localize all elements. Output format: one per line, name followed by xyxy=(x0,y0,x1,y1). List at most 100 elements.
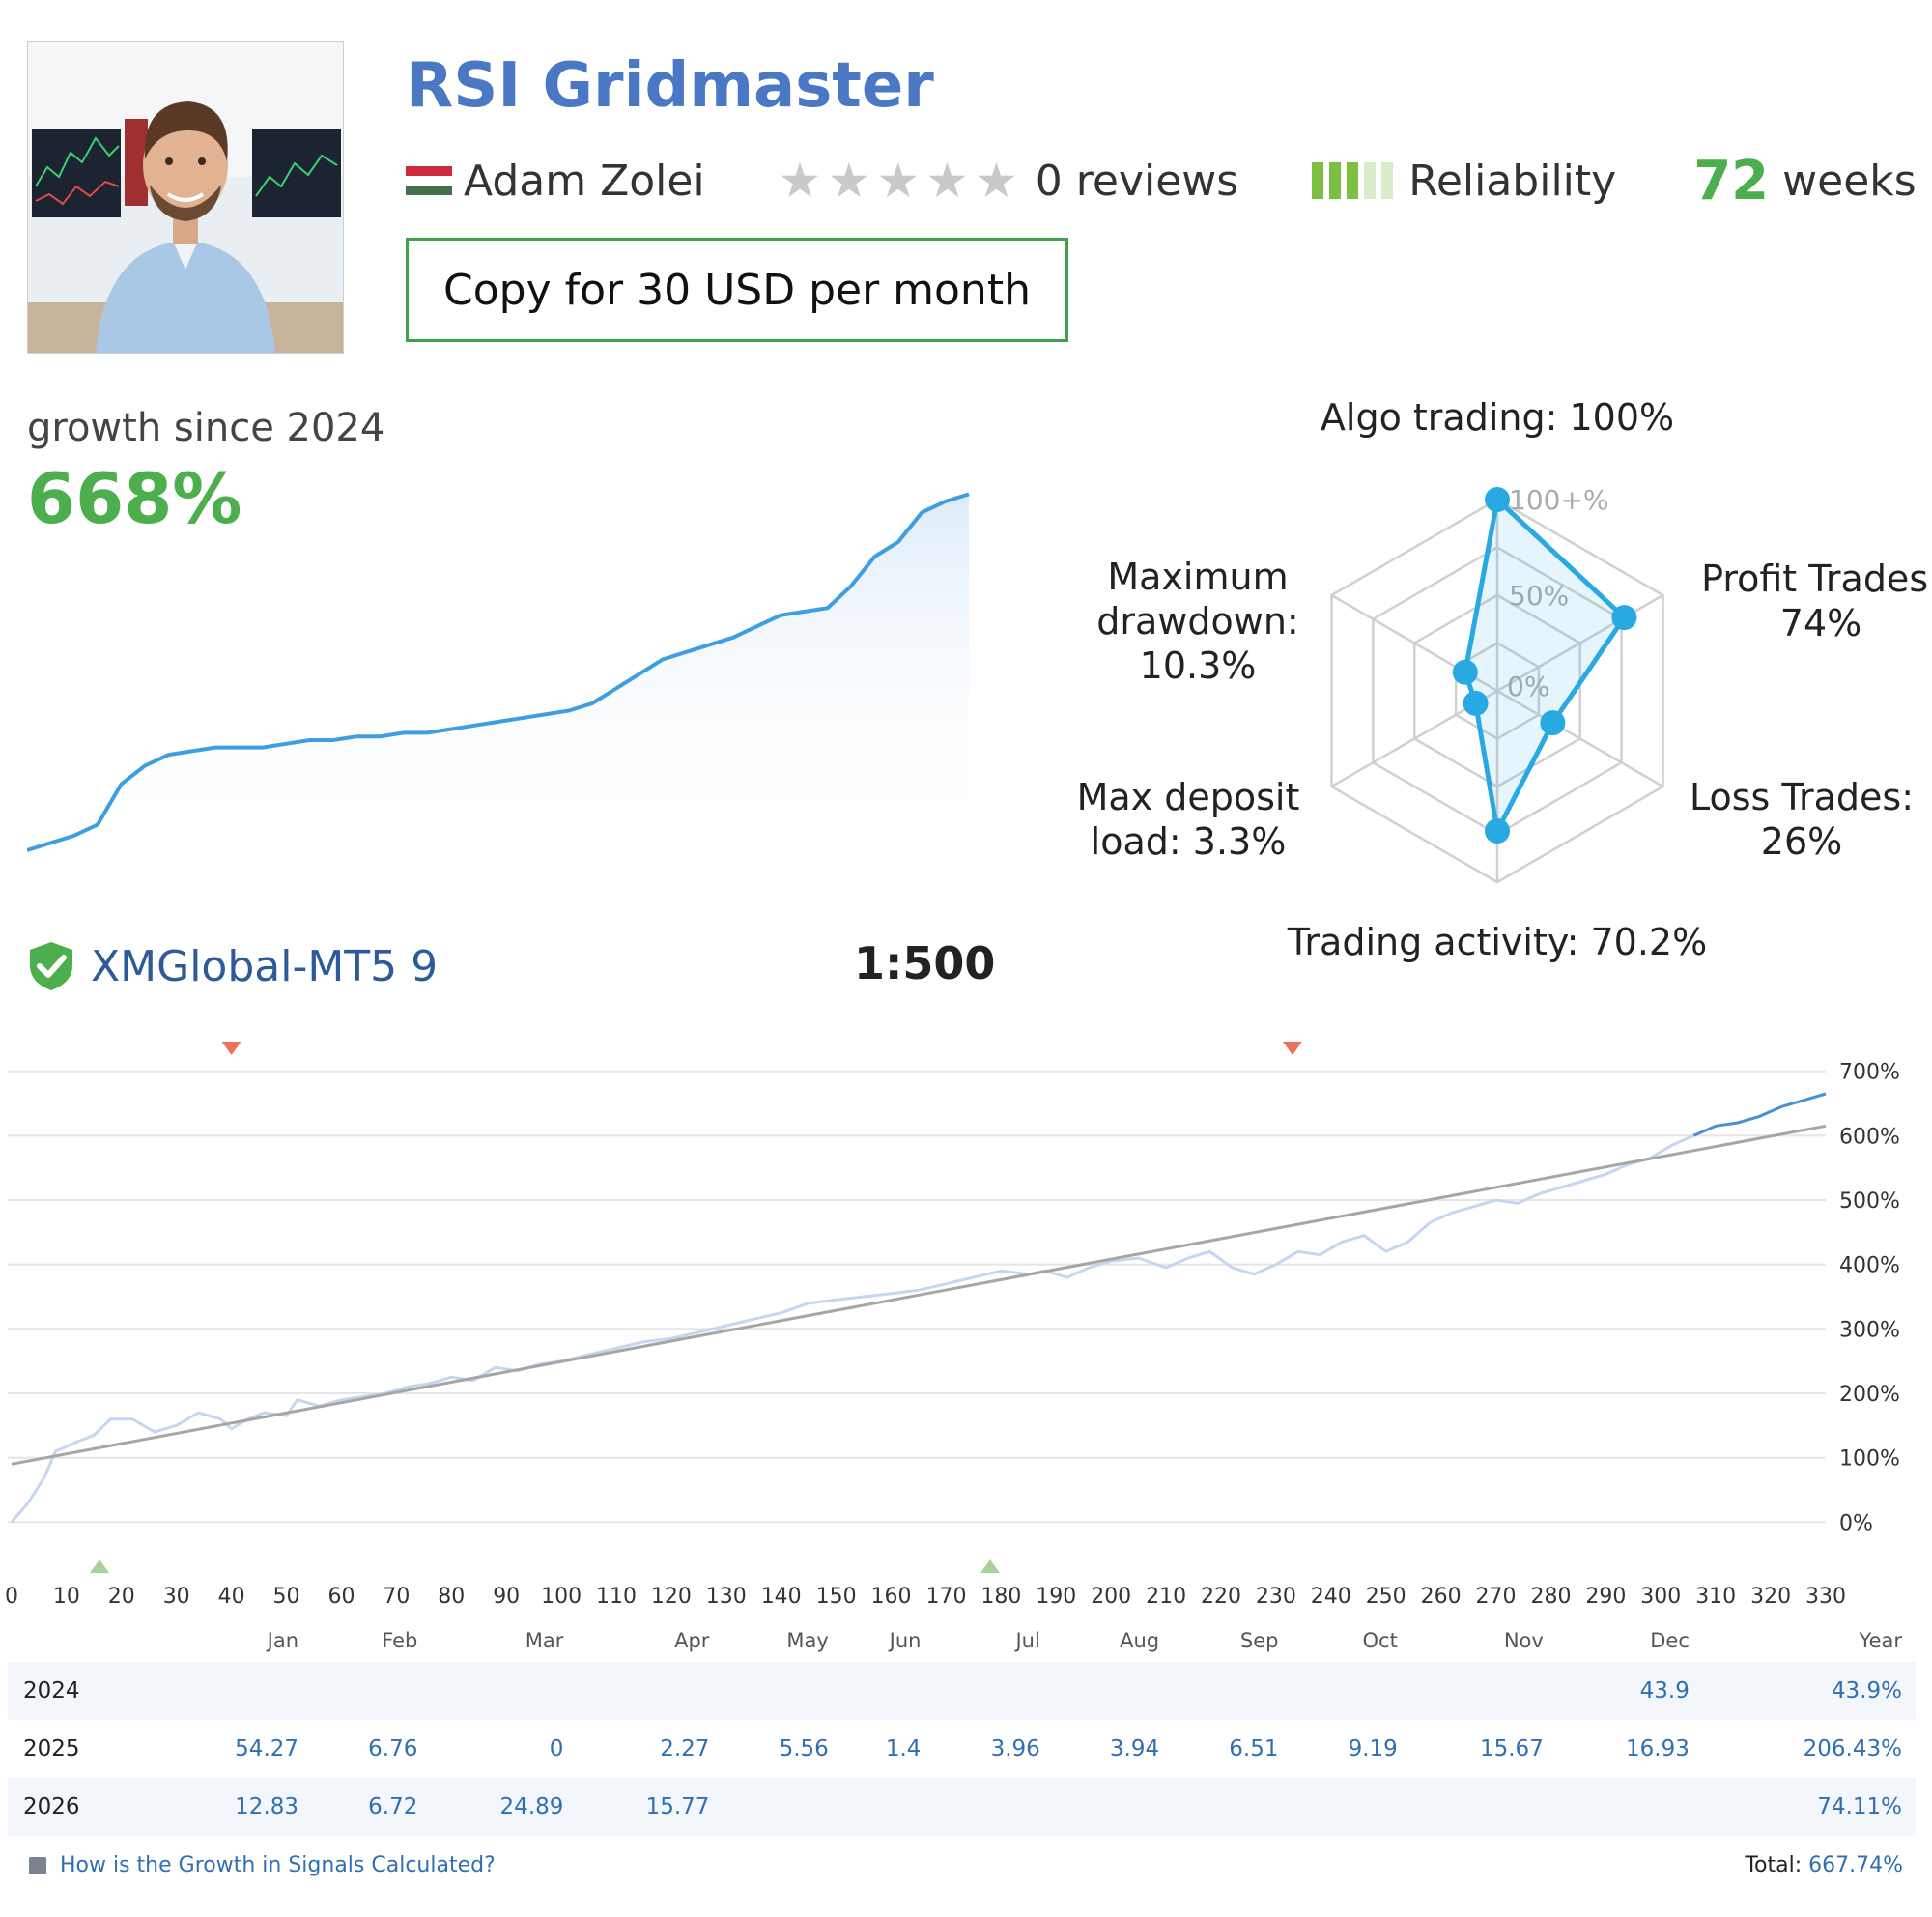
star-icon: ★ xyxy=(925,153,969,209)
table-cell-value: 6.51 xyxy=(1229,1736,1279,1761)
growth-line xyxy=(27,492,970,852)
x-tick-label: 0 xyxy=(5,1585,18,1606)
x-tick-label: 260 xyxy=(1421,1585,1462,1606)
x-tick-label: 70 xyxy=(383,1585,410,1606)
leverage-value: 1:500 xyxy=(854,937,996,989)
table-header-month: Apr xyxy=(674,1629,710,1652)
radar-spoke xyxy=(1496,593,1664,693)
table-row: 2026 12.83 6.72 24.89 15.77 74.11% xyxy=(8,1778,1916,1836)
reliability-bar xyxy=(1312,162,1324,199)
table-header-month: Feb xyxy=(382,1629,418,1652)
table-cell-value: 43.9% xyxy=(1702,1662,1916,1720)
y-tick-label: 300% xyxy=(1839,1318,1900,1342)
y-tick-label: 700% xyxy=(1839,1061,1900,1085)
x-tick-label: 210 xyxy=(1146,1585,1186,1606)
star-icon: ★ xyxy=(778,153,822,209)
table-cell-value xyxy=(841,1662,935,1720)
table-header-month: Jun xyxy=(889,1629,922,1652)
radar-axis-label: Maximum drawdown: 10.3% xyxy=(1096,556,1298,687)
table-header-month: Year xyxy=(1859,1629,1902,1652)
table-cell-value xyxy=(1173,1662,1293,1720)
table-cell-value xyxy=(1173,1778,1293,1836)
table-cell-value xyxy=(431,1662,578,1720)
table-cell-value xyxy=(166,1662,313,1720)
table-cell-value: 16.93 xyxy=(1626,1736,1690,1761)
y-tick-label: 200% xyxy=(1839,1383,1900,1407)
x-tick-label: 130 xyxy=(706,1585,747,1606)
growth-history-chart[interactable]: 0 10 20 30 40 50 60 70 80 90 100 110 120 130 140 150 160… xyxy=(0,1026,1932,1606)
x-tick-label: 170 xyxy=(926,1585,967,1606)
trend-line xyxy=(11,1124,1827,1466)
copy-subscribe-button[interactable]: Copy for 30 USD per month xyxy=(406,238,1068,342)
signal-title[interactable]: RSI Gridmaster xyxy=(406,50,934,122)
author-name[interactable]: Adam Zolei xyxy=(464,156,705,206)
table-cell-value: 3.94 xyxy=(1109,1736,1160,1761)
table-header-month: Jan xyxy=(267,1629,299,1652)
radar-axis-label: Algo trading: 100% xyxy=(1321,396,1674,439)
table-header-month: Sep xyxy=(1239,1629,1279,1652)
table-cell-value xyxy=(723,1778,842,1836)
reviews-link[interactable]: 0 reviews xyxy=(1035,156,1239,206)
table-cell-value: 1.4 xyxy=(885,1736,922,1761)
x-tick-label: 330 xyxy=(1805,1585,1846,1606)
monthly-returns-table: Jan Feb Mar Apr May Jun Jul Aug Sep Oct Nov Dec Year… xyxy=(8,1621,1916,1836)
x-tick-label: 200 xyxy=(1091,1585,1131,1606)
table-cell-value: 3.96 xyxy=(990,1736,1040,1761)
x-tick-label: 230 xyxy=(1256,1585,1296,1606)
growth-mini-chart xyxy=(27,492,970,852)
total-return: Total: 667.74% xyxy=(1745,1853,1903,1877)
table-cell-value: 2.27 xyxy=(660,1736,710,1761)
table-cell-year: 2025 xyxy=(23,1736,80,1761)
x-tick-label: 300 xyxy=(1640,1585,1681,1606)
table-header-month: Mar xyxy=(525,1629,564,1652)
radar-ring-label: 100+% xyxy=(1509,484,1609,516)
x-tick-label: 310 xyxy=(1695,1585,1736,1606)
radar-axis-label: Max deposit load: 3.3% xyxy=(1077,776,1300,863)
table-cell-value xyxy=(1292,1662,1411,1720)
table-cell-value: 12.83 xyxy=(166,1778,313,1836)
radar-axis-label: Loss Trades: 26% xyxy=(1690,776,1914,863)
author-row: Adam Zolei ★ ★ ★ ★ ★ 0 reviews Reliabili… xyxy=(406,150,1917,213)
table-cell-value xyxy=(1556,1778,1703,1836)
x-tick-label: 10 xyxy=(53,1585,80,1606)
table-cell-value: 6.72 xyxy=(312,1778,432,1836)
table-cell-year: 2026 xyxy=(8,1778,166,1836)
reliability-bar xyxy=(1329,162,1342,199)
star-icon: ★ xyxy=(876,153,921,209)
table-header-month: Oct xyxy=(1362,1629,1398,1652)
radar-point xyxy=(1485,487,1510,512)
radar-point xyxy=(1463,690,1489,716)
broker-server[interactable]: XMGlobal-MT5 9 xyxy=(91,941,439,991)
growth-series-line xyxy=(10,1133,1695,1524)
table-cell-value: 74.11% xyxy=(1702,1778,1916,1836)
flag-stripe-white xyxy=(406,176,452,186)
table-cell-value: 24.89 xyxy=(431,1778,578,1836)
x-tick-label: 50 xyxy=(273,1585,300,1606)
x-tick-label: 160 xyxy=(871,1585,912,1606)
table-cell-value xyxy=(841,1778,935,1836)
growth-info-link-text[interactable]: How is the Growth in Signals Calculated? xyxy=(60,1853,496,1877)
radar-axis-label: Profit Trades: 74% xyxy=(1701,558,1932,644)
x-tick-label: 110 xyxy=(596,1585,637,1606)
reliability-bar xyxy=(1381,162,1394,199)
withdrawal-marker[interactable] xyxy=(221,1042,242,1055)
deposit-marker[interactable] xyxy=(90,1559,110,1573)
x-tick-label: 280 xyxy=(1531,1585,1572,1606)
x-tick-label: 220 xyxy=(1201,1585,1241,1606)
growth-info-link[interactable]: How is the Growth in Signals Calculated? xyxy=(29,1853,496,1877)
radar-ring-label: 0% xyxy=(1507,671,1549,702)
flag-stripe-red xyxy=(406,166,452,176)
x-tick-label: 120 xyxy=(651,1585,692,1606)
rating-stars[interactable]: ★ ★ ★ ★ ★ xyxy=(779,157,1018,205)
deposit-marker[interactable] xyxy=(980,1559,1000,1573)
table-cell-value xyxy=(1292,1778,1411,1836)
x-tick-label: 60 xyxy=(328,1585,355,1606)
withdrawal-marker[interactable] xyxy=(1282,1042,1302,1055)
table-cell-value xyxy=(577,1662,724,1720)
radar-spoke xyxy=(1496,689,1664,788)
radar-point xyxy=(1540,710,1566,736)
x-tick-label: 240 xyxy=(1311,1585,1351,1606)
table-header-month: Dec xyxy=(1650,1629,1690,1652)
x-tick-label: 320 xyxy=(1750,1585,1791,1606)
growth-area-fill xyxy=(27,494,969,850)
